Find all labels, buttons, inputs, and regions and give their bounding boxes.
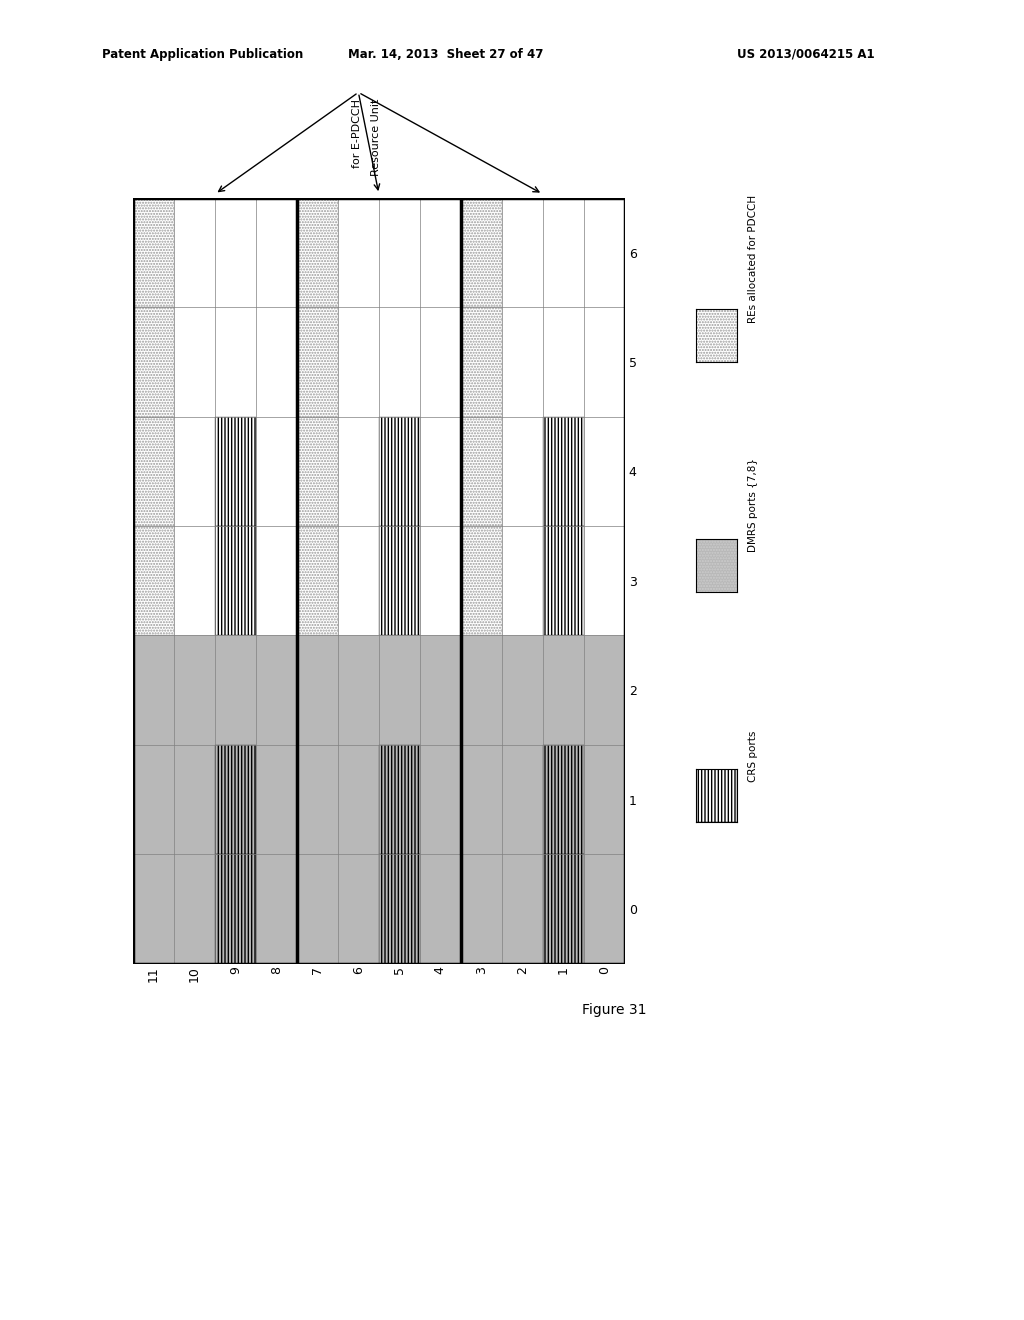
Bar — [297, 308, 338, 417]
FancyArrowPatch shape — [218, 94, 356, 191]
Bar — [297, 527, 338, 635]
Bar — [133, 635, 625, 744]
Bar — [215, 854, 256, 964]
Text: Patent Application Publication: Patent Application Publication — [102, 48, 304, 61]
Bar — [543, 854, 584, 964]
FancyArrowPatch shape — [360, 94, 539, 191]
Bar — [133, 198, 174, 308]
Bar — [379, 527, 420, 635]
Bar — [543, 527, 584, 635]
Text: Mar. 14, 2013  Sheet 27 of 47: Mar. 14, 2013 Sheet 27 of 47 — [348, 48, 543, 61]
Bar — [133, 744, 625, 854]
Bar — [379, 744, 420, 854]
Bar — [379, 527, 420, 635]
Bar — [215, 417, 256, 527]
Bar — [215, 417, 256, 527]
Bar — [461, 527, 502, 635]
Bar — [543, 527, 584, 635]
Bar — [297, 198, 338, 308]
Bar — [297, 417, 338, 527]
Bar — [133, 527, 174, 635]
Bar — [461, 308, 502, 417]
Bar — [297, 308, 338, 417]
Bar — [543, 854, 584, 964]
Bar — [379, 854, 420, 964]
Bar — [215, 527, 256, 635]
Bar — [461, 417, 502, 527]
Bar — [379, 744, 420, 854]
Text: Figure 31: Figure 31 — [583, 1003, 646, 1016]
Bar — [133, 198, 174, 308]
Text: for E-PDCCH: for E-PDCCH — [352, 99, 362, 168]
Text: Resource Unit: Resource Unit — [371, 99, 381, 177]
Bar — [297, 527, 338, 635]
Bar — [297, 198, 338, 308]
Text: REs allocated for PDCCH: REs allocated for PDCCH — [748, 194, 758, 322]
Bar — [215, 744, 256, 854]
Bar — [543, 744, 584, 854]
Bar — [543, 417, 584, 527]
Bar — [133, 308, 174, 417]
Text: US 2013/0064215 A1: US 2013/0064215 A1 — [737, 48, 874, 61]
Bar — [379, 417, 420, 527]
Bar — [133, 854, 625, 964]
Bar — [543, 744, 584, 854]
Text: CRS ports: CRS ports — [748, 730, 758, 781]
Bar — [133, 527, 174, 635]
Bar — [133, 308, 174, 417]
Bar — [461, 198, 502, 308]
Bar — [215, 854, 256, 964]
Bar — [379, 417, 420, 527]
Bar — [379, 854, 420, 964]
Bar — [133, 417, 174, 527]
Bar — [215, 744, 256, 854]
Text: DMRS ports {7,8}: DMRS ports {7,8} — [748, 458, 758, 552]
Bar — [543, 417, 584, 527]
Bar — [461, 417, 502, 527]
Bar — [461, 198, 502, 308]
Bar — [461, 527, 502, 635]
Bar — [297, 417, 338, 527]
Bar — [133, 417, 174, 527]
FancyArrowPatch shape — [359, 95, 380, 190]
Bar — [215, 527, 256, 635]
Bar — [461, 308, 502, 417]
